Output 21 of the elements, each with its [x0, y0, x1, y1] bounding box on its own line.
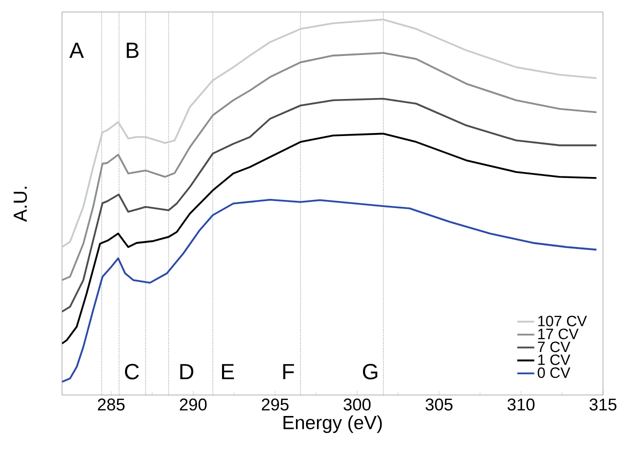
legend-label: 17 CV	[538, 328, 579, 340]
annotation: A	[69, 42, 84, 58]
annotation: G	[362, 364, 378, 380]
x-tick-label: 290	[180, 398, 207, 411]
x-tick-label: 315	[590, 398, 616, 411]
x-tick-label: 295	[262, 398, 289, 411]
x-axis-title: Energy (eV)	[284, 415, 382, 433]
annotation: E	[222, 364, 234, 380]
x-tick-label: 285	[98, 398, 125, 411]
legend-label: 107 CV	[538, 316, 587, 326]
x-tick-label: 300	[344, 398, 371, 411]
legend-label: 0 CV	[538, 367, 570, 378]
annotation: F	[283, 364, 294, 380]
y-axis-title: A.U.	[14, 186, 27, 222]
annotation: B	[126, 42, 138, 58]
annotation: D	[180, 364, 194, 380]
x-tick-label: 305	[426, 398, 452, 411]
x-tick-label: 310	[508, 398, 535, 411]
annotation: C	[124, 364, 139, 380]
legend-label: 1 CV	[538, 354, 570, 366]
legend-label: 7 CV	[538, 342, 570, 352]
